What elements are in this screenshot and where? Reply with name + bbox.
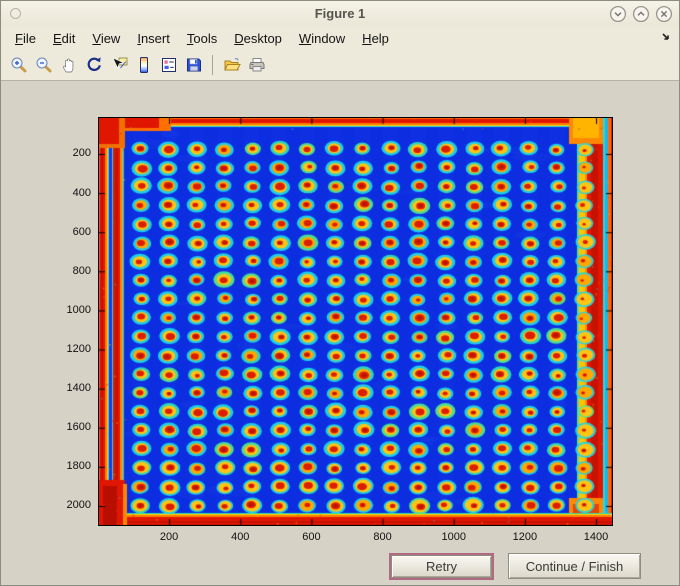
pan-button[interactable] [56,52,81,78]
menu-view[interactable]: View [92,30,121,46]
data-cursor-button[interactable] [106,52,131,78]
minimize-button[interactable] [609,5,627,23]
figure-toolbar [1,49,679,81]
x-tick-label: 800 [373,531,392,543]
menu-tools[interactable]: Tools [186,30,218,46]
colorbar-button[interactable] [131,52,156,78]
figure-background: Retry Continue / Finish 200 400 600 800 1000… [1,81,679,585]
y-tick-label: 1200 [66,343,91,356]
open-folder-button[interactable] [219,52,244,78]
continue-finish-button[interactable]: Continue / Finish [508,553,641,579]
y-tick-label: 1400 [66,382,91,395]
chevron-up-icon [632,5,650,23]
x-tick-label: 1200 [512,531,538,543]
zoom-out-icon [36,57,51,72]
colorbar-icon [139,56,148,73]
zoom-out-button[interactable] [31,52,56,78]
rotate-3d-icon [87,56,101,71]
print-button[interactable] [244,52,269,78]
y-tick-label: 600 [72,225,91,238]
legend-button[interactable] [156,52,181,78]
zoom-in-icon [11,57,26,72]
menu-bar: File Edit View Insert Tools Desktop Wind… [1,27,679,49]
y-tick-label: 1000 [66,303,91,316]
menu-edit[interactable]: Edit [52,30,76,46]
save-icon [186,58,201,71]
pan-hand-icon [62,58,73,72]
window-icon [10,8,21,19]
y-tick-label: 800 [72,264,91,277]
x-tick-label: 1000 [441,531,466,543]
heatmap-image[interactable] [99,118,612,525]
x-tick-label: 1400 [583,531,609,543]
title-bar[interactable]: Figure 1 [1,1,679,28]
x-tick-label: 200 [159,531,179,543]
y-tick-label: 400 [72,186,91,199]
y-tick-label: 200 [72,147,91,160]
zoom-in-button[interactable] [6,52,31,78]
y-tick-label: 1800 [66,460,91,473]
rotate-3d-button[interactable] [81,52,106,78]
close-icon [655,5,673,23]
legend-icon [161,57,176,72]
save-button[interactable] [181,52,206,78]
close-button[interactable] [655,5,673,23]
menu-help[interactable]: Help [362,30,389,46]
maximize-button[interactable] [632,5,650,23]
print-icon [249,57,264,71]
retry-button[interactable]: Retry [391,555,492,578]
axes-box [98,117,613,526]
menu-file[interactable]: File [15,30,36,46]
x-tick-label: 600 [302,531,321,543]
menu-overflow-icon[interactable] [660,31,672,43]
open-folder-icon [223,57,241,70]
x-tick-label: 400 [231,531,250,543]
retry-button-highlight: Retry [389,553,494,580]
y-tick-label: 1600 [66,421,91,434]
menu-window[interactable]: Window [298,30,346,46]
toolbar-separator [212,54,213,75]
window-title: Figure 1 [314,6,366,21]
menu-insert[interactable]: Insert [137,30,170,46]
y-tick-label: 2000 [66,499,91,512]
chevron-down-icon [609,5,627,23]
data-cursor-icon [111,56,127,69]
menu-desktop[interactable]: Desktop [234,30,282,46]
